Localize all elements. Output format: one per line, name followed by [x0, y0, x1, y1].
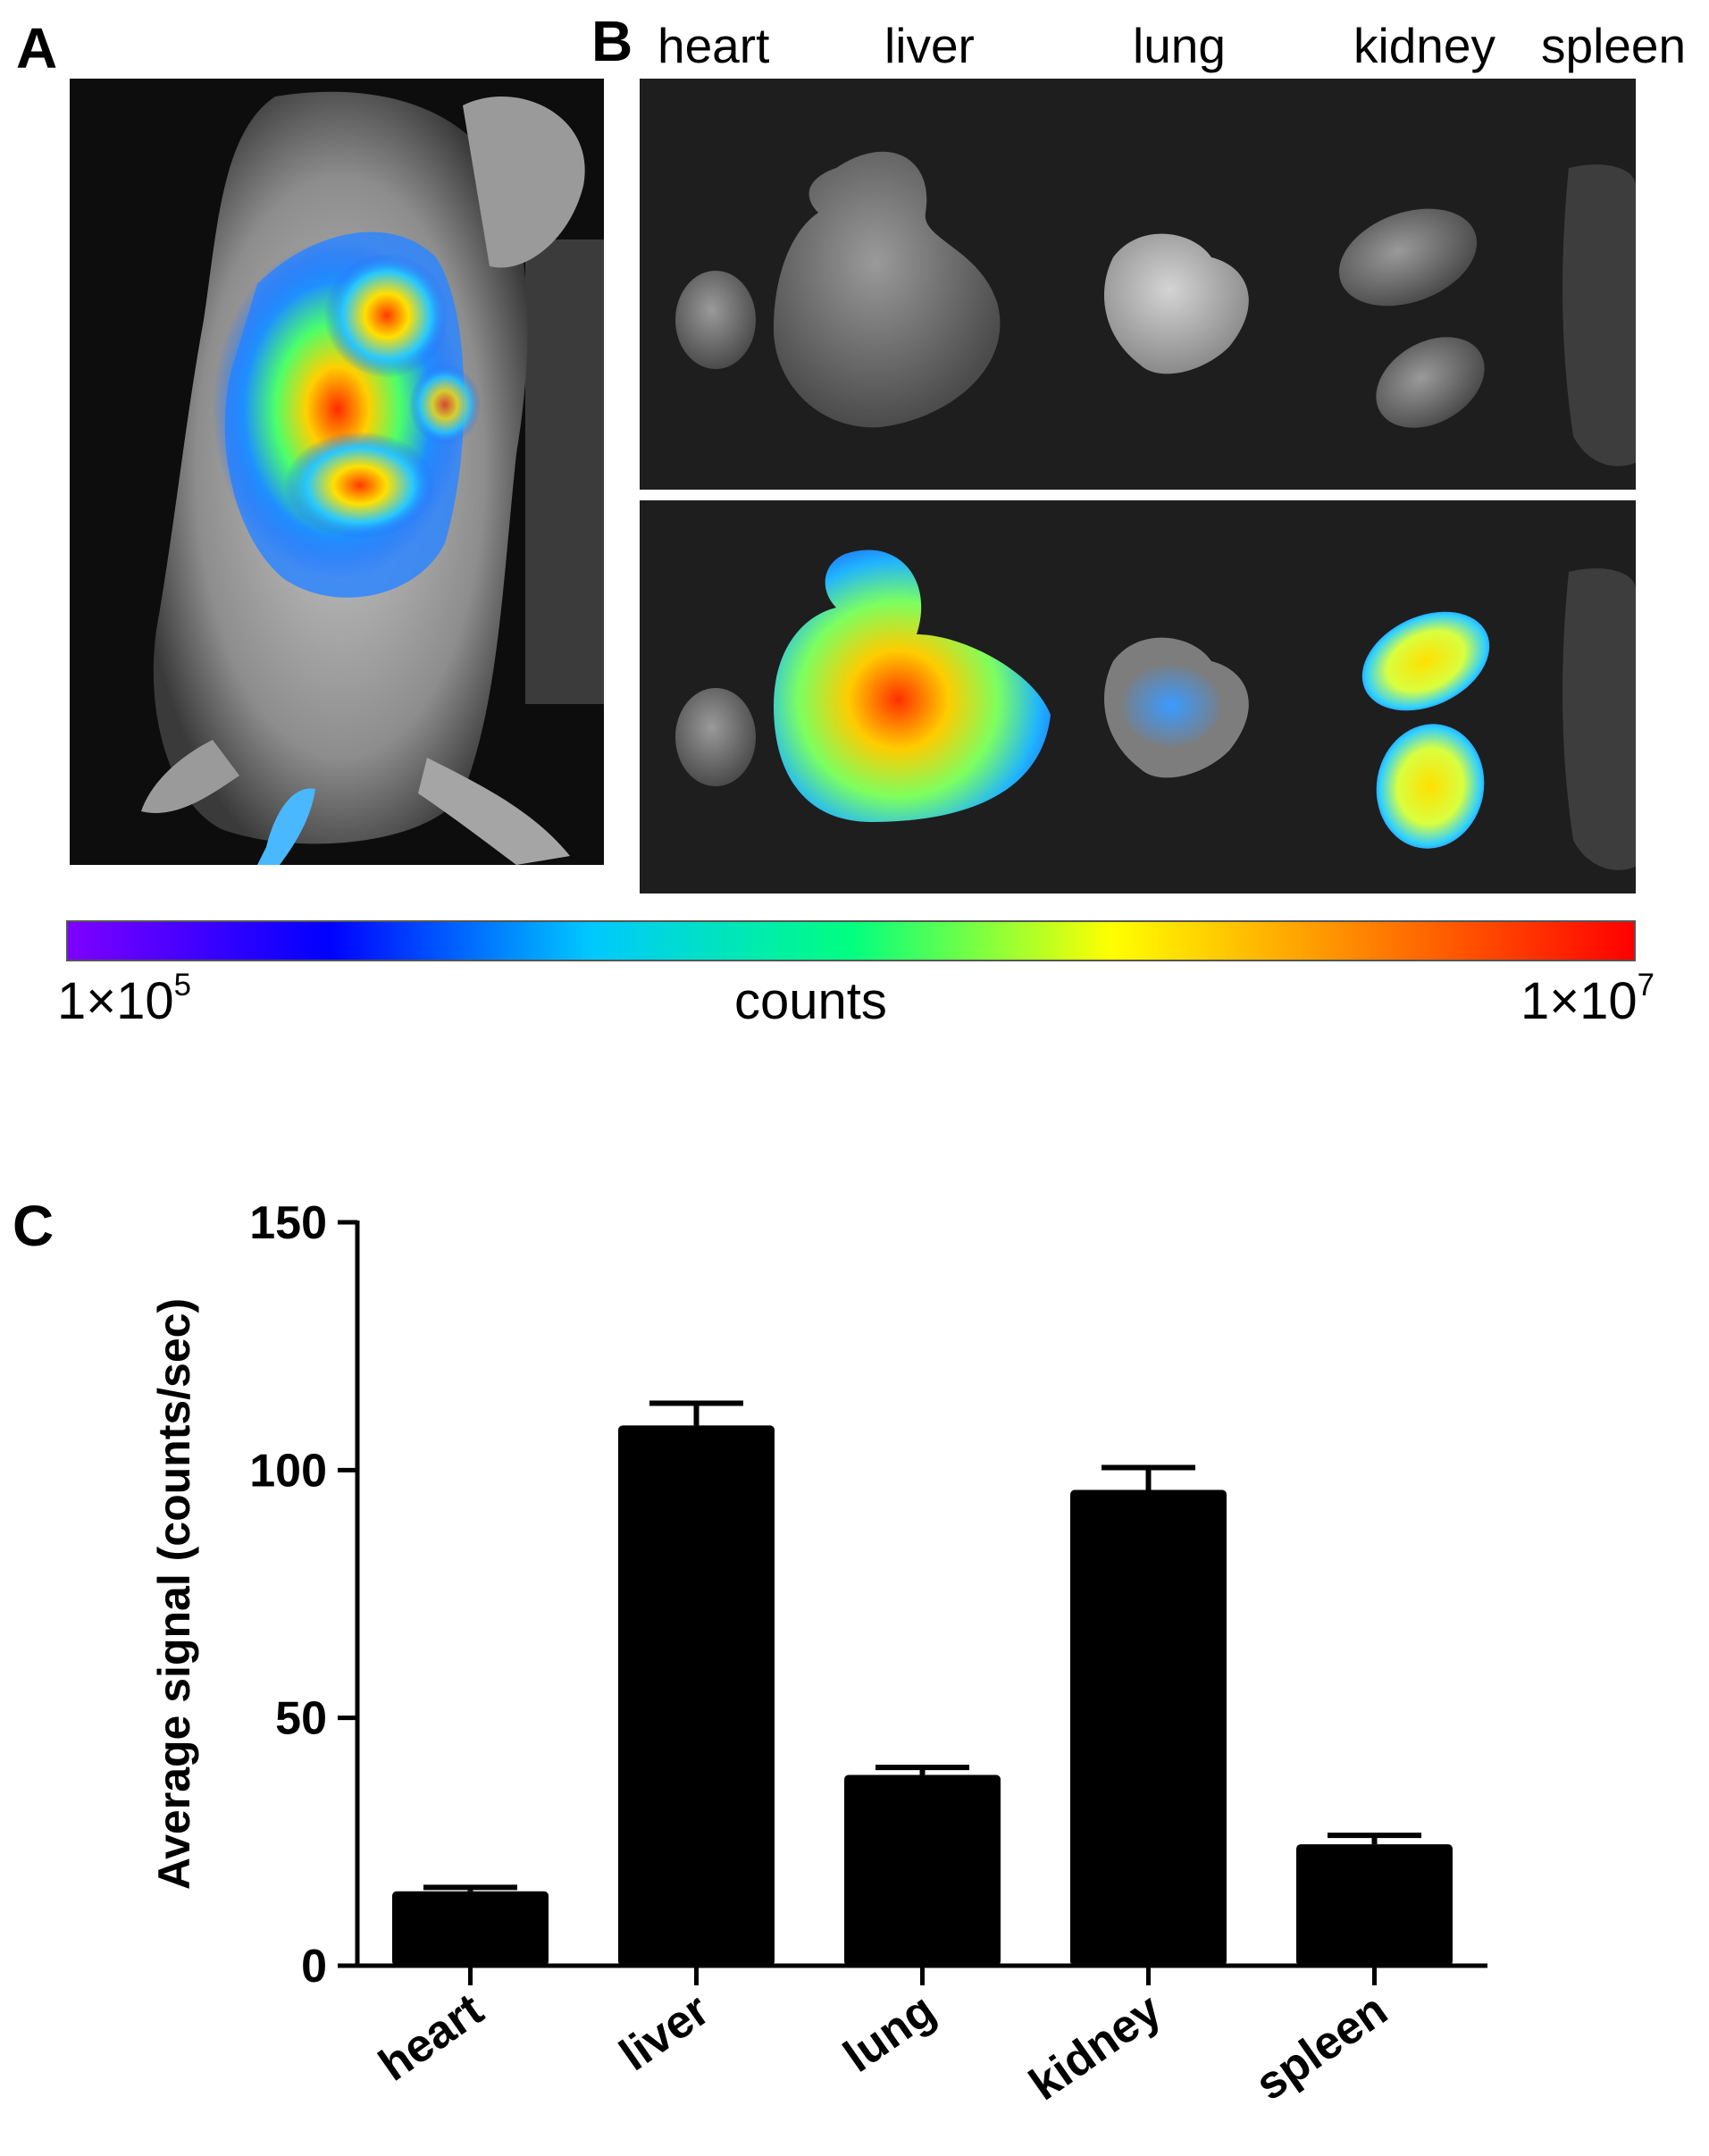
colorbar-title: counts: [734, 972, 887, 1030]
organ-label-kidney: kidney: [1353, 18, 1495, 73]
panel-b-organs-photo-top: [640, 79, 1636, 490]
y-tick-label: 150: [249, 1197, 327, 1249]
bar-spleen: [1296, 1844, 1453, 1966]
y-axis-label: Average signal (counts/sec): [149, 1298, 199, 1890]
bar-lung: [844, 1774, 1001, 1966]
bar-chart: 0 50 100 150 Average signal (counts/sec) hear…: [149, 1197, 1487, 2110]
x-tick-label: kidney: [1020, 1984, 1170, 2110]
panel-a-letter: A: [16, 16, 58, 80]
panel-b-organs-photo-bottom: [640, 500, 1636, 893]
panel-b-letter: B: [591, 9, 633, 73]
y-tick-label: 100: [249, 1445, 327, 1497]
bar-heart: [392, 1891, 549, 1966]
colorbar: [66, 920, 1636, 961]
x-tick-label: liver: [610, 1984, 718, 2081]
organ-label-heart: heart: [658, 18, 770, 73]
bar-liver: [618, 1425, 775, 1966]
panel-a-mouse-image: [70, 79, 604, 865]
bar-kidney: [1070, 1489, 1227, 1966]
x-tick-label: lung: [834, 1984, 944, 2082]
organ-label-spleen: spleen: [1541, 18, 1687, 73]
y-tick-label: 50: [275, 1693, 327, 1745]
x-tick-label: spleen: [1246, 1984, 1396, 2110]
y-tick-label: 0: [301, 1941, 327, 1992]
colorbar-max-label: 1×107: [1521, 967, 1655, 1030]
organ-label-lung: lung: [1133, 18, 1226, 73]
colorbar-min-label: 1×105: [57, 967, 192, 1030]
x-tick-label: heart: [370, 1984, 492, 2091]
panel-c-letter: C: [13, 1194, 54, 1258]
organ-label-liver: liver: [884, 18, 975, 73]
